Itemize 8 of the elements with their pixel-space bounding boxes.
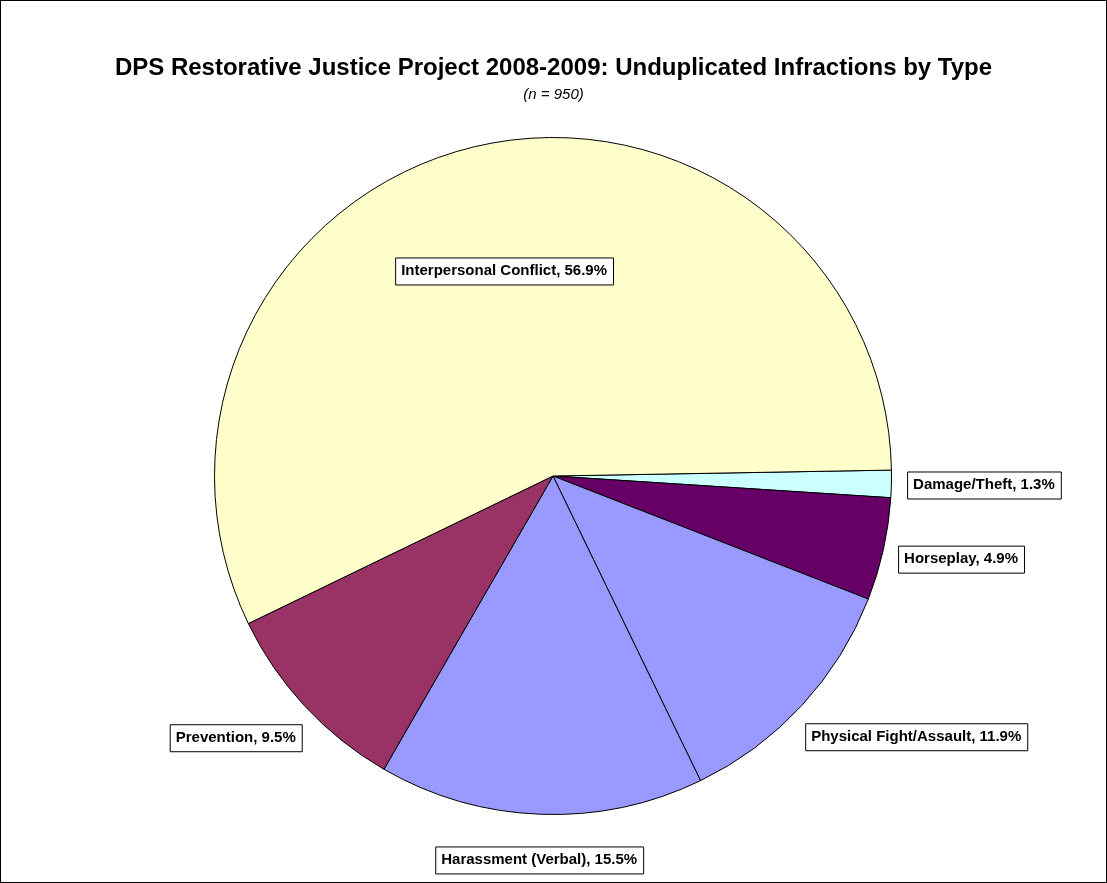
slice-label: Interpersonal Conflict, 56.9% xyxy=(401,261,608,279)
slice-label: Horseplay, 4.9% xyxy=(904,549,1019,567)
chart-title: DPS Restorative Justice Project 2008-2009: Unduplicated Infractions by Type xyxy=(113,53,994,81)
chart-subtitle: (n = 950) xyxy=(522,85,585,102)
slice-label: Prevention, 9.5% xyxy=(175,727,296,745)
slice-label: Harassment (Verbal), 15.5% xyxy=(441,850,638,868)
slice-label: Physical Fight/Assault, 11.9% xyxy=(811,726,1022,744)
slice-label: Damage/Theft, 1.3% xyxy=(913,475,1055,493)
